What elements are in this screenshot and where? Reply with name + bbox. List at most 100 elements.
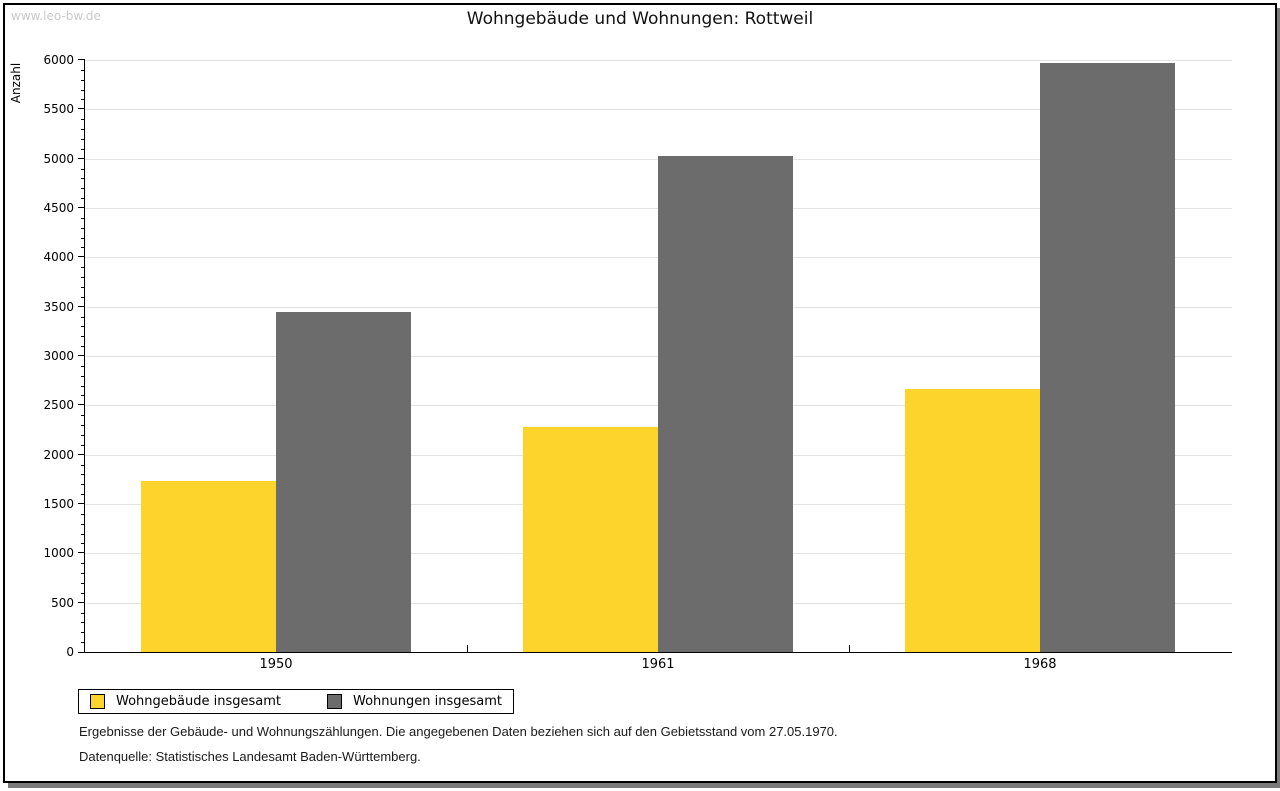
y-axis-minor-tick — [81, 642, 85, 644]
y-axis-tick — [78, 503, 85, 504]
bar-wohnungen-1961 — [658, 155, 793, 652]
y-axis-minor-tick — [81, 267, 85, 269]
y-axis-tick-label: 3500 — [43, 299, 74, 314]
legend: Wohngebäude insgesamt Wohnungen insgesam… — [78, 689, 514, 714]
y-axis-minor-tick — [81, 484, 85, 486]
y-axis-minor-tick — [81, 582, 85, 584]
y-axis-minor-tick — [81, 632, 85, 634]
y-axis-minor-tick — [81, 99, 85, 101]
y-axis-minor-tick — [81, 395, 85, 397]
footer-note: Ergebnisse der Gebäude- und Wohnungszähl… — [79, 724, 838, 739]
y-axis-minor-tick — [81, 69, 85, 71]
y-axis-minor-tick — [81, 346, 85, 348]
y-axis-minor-tick — [81, 622, 85, 624]
y-axis-tick-label: 3000 — [43, 349, 74, 363]
y-axis-tick — [78, 453, 85, 455]
x-axis-label-1961: 1961 — [641, 657, 675, 672]
y-axis-tick — [78, 652, 85, 653]
y-axis-minor-tick — [81, 296, 85, 298]
y-axis-minor-tick — [81, 494, 85, 496]
legend-swatch-gray — [327, 694, 342, 709]
y-axis-tick — [78, 305, 85, 307]
y-axis-label: Anzahl — [9, 62, 23, 104]
footer-source: Datenquelle: Statistisches Landesamt Bad… — [79, 749, 421, 764]
y-axis-minor-tick — [81, 543, 85, 545]
chart-window: www.leo-bw.de Wohngebäude und Wohnungen:… — [3, 3, 1277, 783]
y-axis-minor-tick — [81, 129, 85, 131]
bar-wohnungen-1968 — [1040, 63, 1175, 652]
y-axis-minor-tick — [81, 217, 85, 219]
bar-wohngebäude-1961 — [523, 427, 658, 652]
y-axis-tick-label: 0 — [66, 645, 74, 659]
y-axis-tick — [78, 207, 85, 208]
y-axis-minor-tick — [81, 444, 85, 446]
x-axis-boundary-tick — [467, 645, 468, 652]
y-axis-tick — [78, 108, 85, 110]
y-axis-minor-tick — [81, 247, 85, 249]
y-axis-minor-tick — [81, 533, 85, 535]
y-axis-tick — [78, 601, 85, 603]
legend-swatch-yellow — [90, 694, 105, 709]
legend-item-wohnungen: Wohnungen insgesamt — [327, 694, 502, 709]
bar-wohngebäude-1950 — [141, 481, 276, 652]
x-axis-boundary-tick — [849, 645, 850, 652]
y-axis-minor-tick — [81, 316, 85, 318]
y-axis-tick-label: 1000 — [43, 546, 74, 561]
legend-label: Wohngebäude insgesamt — [116, 694, 281, 709]
y-axis-tick — [78, 256, 85, 258]
y-axis-minor-tick — [81, 336, 85, 338]
y-axis-minor-tick — [81, 592, 85, 594]
bar-wohngebäude-1968 — [905, 388, 1040, 652]
y-axis-tick-label: 1500 — [43, 497, 74, 511]
y-axis-minor-tick — [81, 573, 85, 575]
legend-label: Wohnungen insgesamt — [353, 694, 502, 709]
y-axis-tick-label: 500 — [51, 595, 74, 610]
y-axis-minor-tick — [81, 89, 85, 91]
y-axis-tick-label: 4500 — [43, 201, 74, 215]
y-axis-minor-tick — [81, 612, 85, 614]
y-axis-tick-label: 5500 — [43, 102, 74, 117]
x-axis-label-1950: 1950 — [259, 657, 293, 672]
y-axis-tick — [78, 404, 85, 406]
y-axis-tick — [78, 552, 85, 554]
legend-item-wohngebaeude: Wohngebäude insgesamt — [90, 694, 281, 709]
y-axis-minor-tick — [81, 375, 85, 377]
y-axis-tick-label: 5000 — [43, 151, 74, 166]
gridline — [85, 60, 1232, 61]
y-axis-minor-tick — [81, 513, 85, 515]
y-axis-tick — [78, 355, 85, 356]
y-axis-minor-tick — [81, 119, 85, 121]
y-axis-minor-tick — [81, 188, 85, 190]
y-axis-minor-tick — [81, 434, 85, 436]
y-axis-minor-tick — [81, 168, 85, 170]
y-axis-minor-tick — [81, 523, 85, 525]
y-axis-minor-tick — [81, 138, 85, 140]
y-axis-minor-tick — [81, 464, 85, 466]
y-axis-tick-label: 6000 — [43, 53, 74, 67]
y-axis-tick — [78, 157, 85, 159]
y-axis-minor-tick — [81, 198, 85, 200]
y-axis-tick — [78, 59, 85, 60]
watermark: www.leo-bw.de — [11, 9, 101, 23]
y-axis-minor-tick — [81, 326, 85, 328]
y-axis-minor-tick — [81, 415, 85, 417]
chart-title: Wohngebäude und Wohnungen: Rottweil — [466, 9, 814, 29]
y-axis-minor-tick — [81, 286, 85, 288]
y-axis-minor-tick — [81, 237, 85, 239]
y-axis-tick-label: 2500 — [43, 398, 74, 413]
y-axis-minor-tick — [81, 277, 85, 279]
y-axis-minor-tick — [81, 178, 85, 180]
y-axis-minor-tick — [81, 474, 85, 476]
y-axis-tick-label: 2000 — [43, 447, 74, 462]
y-axis-minor-tick — [81, 563, 85, 565]
y-axis-minor-tick — [81, 425, 85, 427]
y-axis-minor-tick — [81, 148, 85, 150]
y-axis-minor-tick — [81, 227, 85, 229]
bar-wohnungen-1950 — [276, 311, 411, 652]
y-axis-minor-tick — [81, 79, 85, 81]
y-axis-minor-tick — [81, 385, 85, 387]
plot-area: 0 500 1000 1500 2000 2500 3000 3500 4000 4500 5000… — [43, 53, 1232, 672]
y-axis-minor-tick — [81, 365, 85, 367]
y-axis-tick-label: 4000 — [43, 250, 74, 265]
gridline — [85, 109, 1232, 111]
